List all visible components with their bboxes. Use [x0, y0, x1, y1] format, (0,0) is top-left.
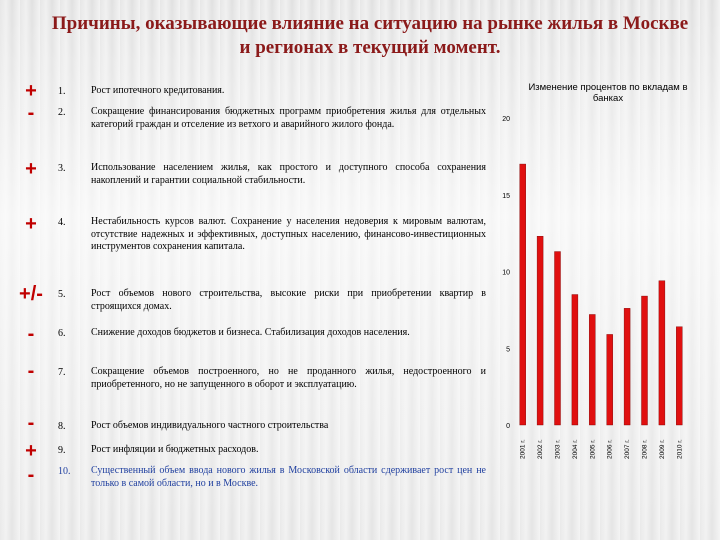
page-title: Причины, оказывающие влияние на ситуацию… [51, 13, 689, 58]
x-tick-label: 2005 г. [589, 439, 596, 459]
item-text: Сокращение объемов построенного, но не п… [91, 366, 486, 390]
item-text: Рост инфляции и бюджетных расходов. [91, 444, 259, 455]
item-number: 5. [58, 289, 66, 300]
x-axis-labels: 2001 г. 2002 г. 2003 г. 2004 г. 2005 г. 2006 … [520, 439, 684, 459]
item-number: 8. [58, 421, 66, 432]
item-sign: - [27, 323, 35, 345]
item-text: Снижение доходов бюджетов и бизнеса. Ста… [91, 327, 410, 338]
item-number: 10. [58, 466, 71, 477]
item-sign: - [27, 360, 35, 382]
x-tick-label: 2002 г. [537, 439, 544, 459]
item-sign: + [25, 80, 37, 102]
x-tick-label: 2009 г. [659, 439, 666, 459]
x-tick-label: 2003 г. [555, 439, 562, 459]
bars [519, 163, 683, 426]
y-tick-label: 10 [502, 270, 510, 277]
y-tick-label: 5 [506, 346, 510, 353]
item-sign: - [27, 464, 35, 486]
bar [676, 326, 683, 426]
item-sign: - [27, 102, 35, 124]
item-number: 9. [58, 445, 66, 456]
x-tick-label: 2008 г. [642, 439, 649, 459]
bar [641, 295, 648, 426]
item-sign: +/- [19, 283, 43, 305]
item-sign: - [27, 412, 35, 434]
bar [623, 308, 631, 426]
bar [554, 251, 561, 426]
item-sign: + [25, 158, 37, 180]
x-tick-label: 2001 г. [520, 439, 527, 459]
item-text: Сокращение финансирования бюджетных прог… [91, 106, 486, 130]
item-number: 1. [58, 86, 66, 97]
item-text: Использование населением жилья, как прос… [91, 162, 486, 186]
bar [571, 294, 579, 426]
item-text: Рост ипотечного кредитования. [91, 85, 225, 96]
item-sign: + [25, 440, 37, 462]
item-number: 6. [58, 328, 66, 339]
item-text: Существенный объем ввода нового жилья в … [91, 465, 486, 489]
y-tick-label: 20 [502, 116, 510, 123]
y-axis: 0 5 10 15 20 [502, 116, 510, 430]
x-tick-label: 2004 г. [572, 439, 579, 459]
bar [519, 163, 526, 426]
item-text: Нестабильность курсов валют. Сохранение … [91, 216, 486, 252]
bar [536, 235, 544, 426]
item-number: 2. [58, 107, 66, 118]
item-sign: + [25, 213, 37, 235]
y-tick-label: 0 [506, 423, 510, 430]
bar [606, 334, 613, 426]
x-tick-label: 2007 г. [624, 439, 631, 459]
y-tick-label: 15 [502, 193, 510, 200]
item-number: 7. [58, 367, 66, 378]
x-tick-label: 2010 г. [676, 439, 683, 459]
chart-title: Изменение процентов по вкладам в банках [528, 82, 688, 104]
item-text: Рост объемов индивидуального частного ст… [91, 420, 329, 431]
item-text: Рост объемов нового строительства, высок… [91, 288, 486, 312]
bar [658, 280, 666, 426]
bar [589, 314, 596, 426]
item-number: 3. [58, 163, 66, 174]
item-number: 4. [58, 217, 66, 228]
x-tick-label: 2006 г. [607, 439, 614, 459]
